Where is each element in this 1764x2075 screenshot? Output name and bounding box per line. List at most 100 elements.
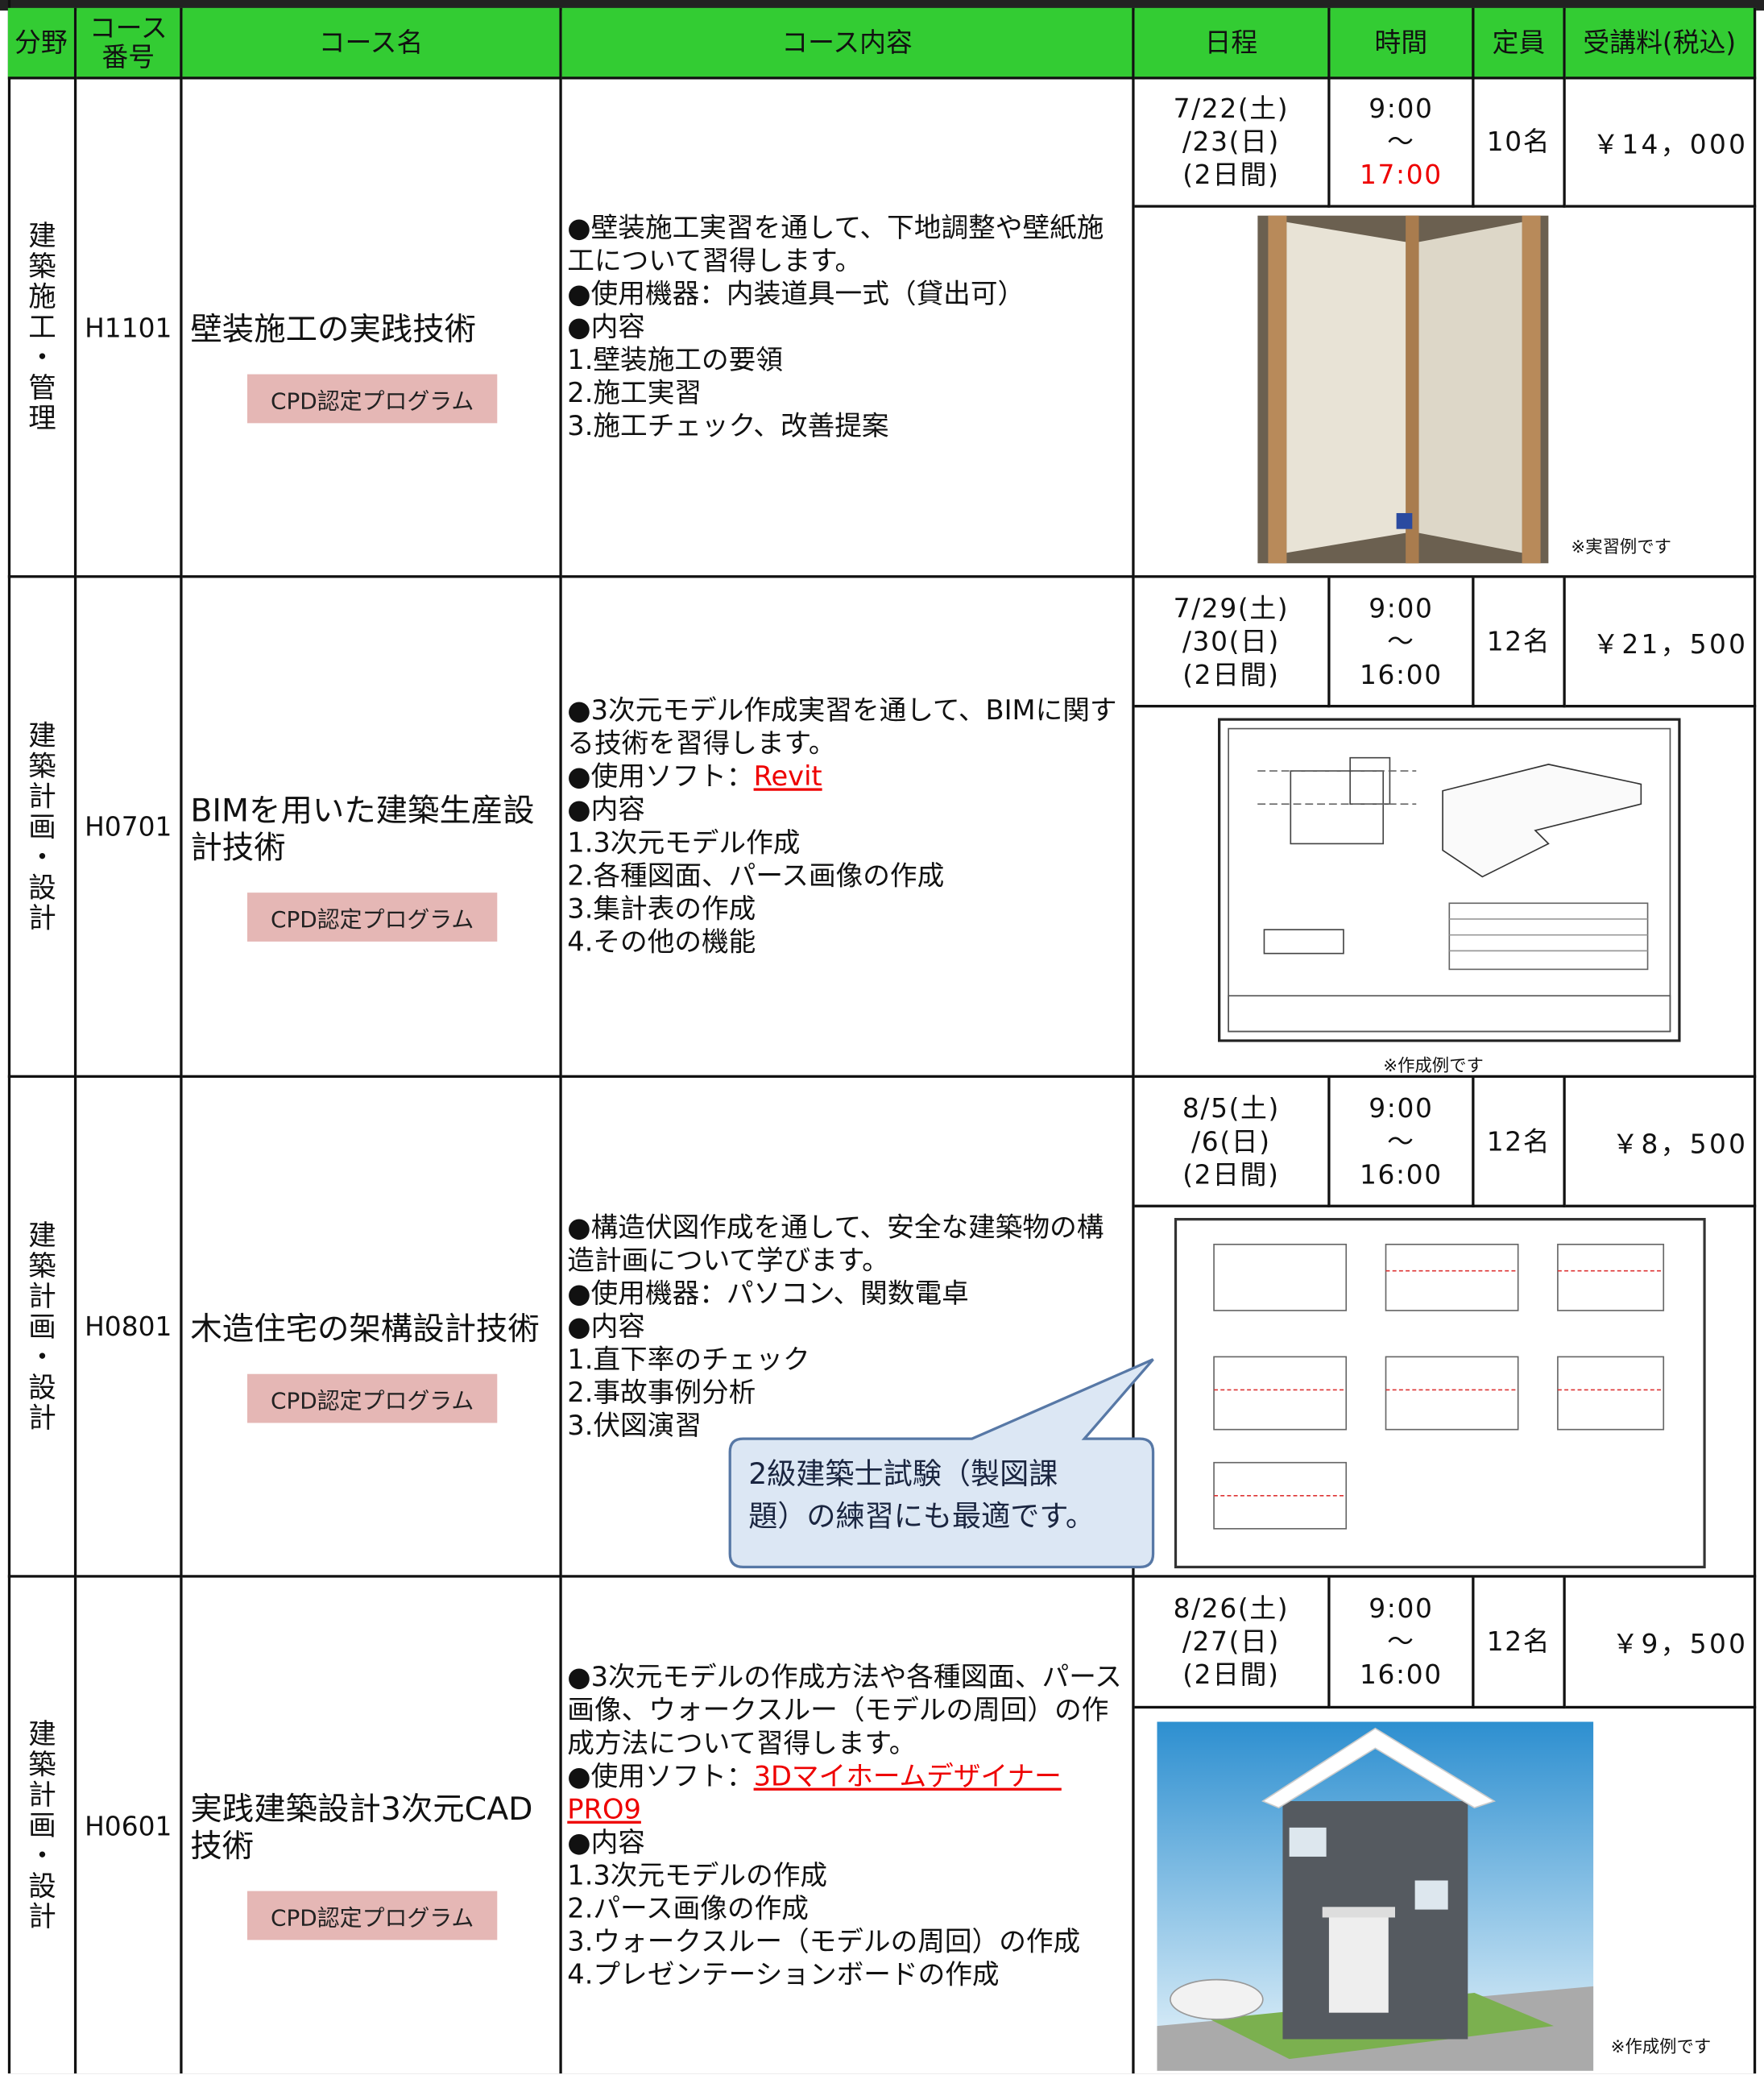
image-caption: ※作成例です (1383, 1056, 1484, 1077)
name-cell: 実践建築設計3次元CAD技術 CPD認定プログラム (183, 1577, 562, 2074)
wall-photo (1257, 215, 1549, 564)
date-line: 8/5(土) (1182, 1091, 1280, 1124)
content-line: ●3次元モデル作成実習を通して、BIMに関する技術を習得します。 (567, 694, 1117, 760)
header-cell: 日程 (1134, 7, 1331, 80)
content-line: ●構造伏図作成を通して、安全な建築物の構造計画について学びます。 (567, 1210, 1104, 1276)
fee-cell: ￥14，000 (1565, 79, 1757, 208)
content-line: 4.プレゼンテーションボードの作成 (567, 1957, 1000, 1990)
content-line: ●3次元モデルの作成方法や各種図面、パース画像、ウォークスルー（モデルの周回）の… (567, 1660, 1122, 1758)
image-cell (1134, 207, 1757, 578)
time-line: ～ (1387, 1625, 1415, 1658)
code-cell: H0801 (77, 1077, 183, 1578)
cpd-badge: CPD認定プログラム (246, 1891, 498, 1940)
top-border (0, 0, 1764, 11)
content-line: ●使用ソフト：Revit (567, 760, 1126, 793)
cpd-badge: CPD認定プログラム (246, 374, 498, 424)
image-cell (1135, 1708, 1757, 2074)
content-lines: ●壁装施工実習を通して、下地調整や壁紙施工について習得します。 ●使用機器：内装道… (567, 212, 1126, 443)
date-line: 7/22(土) (1173, 92, 1290, 125)
callout-bubble (728, 1358, 1155, 1569)
date-cell: 7/29(土)/30(日) (2日間) (1134, 578, 1331, 708)
content-line: ●使用機器：内装道具一式（貸出可） (567, 277, 1025, 310)
capacity-cell: 10名 (1474, 79, 1566, 208)
content-line: 2.パース画像の作成 (567, 1891, 809, 1924)
content-cell: ●構造伏図作成を通して、安全な建築物の構造計画について学びます。 ●使用機器：パソ… (561, 1077, 1135, 1578)
content-line: ●内容 (567, 793, 645, 826)
time-line: ～ (1387, 125, 1415, 158)
content-line: 2.各種図面、パース画像の作成 (567, 859, 945, 892)
course-name: 実践建築設計3次元CAD技術 (190, 1790, 533, 1865)
date-line: (2日間) (1182, 1158, 1280, 1190)
header-cell: 定員 (1474, 7, 1566, 80)
image-caption: ※実習例です (1571, 538, 1671, 558)
time-line: 9:00 (1369, 591, 1434, 624)
frame-drawing (1174, 1218, 1706, 1569)
content-line: ●内容 (567, 1310, 645, 1342)
time-cell: 9:00 ～ 16:00 (1330, 578, 1475, 708)
date-line: /30(日) (1182, 624, 1280, 657)
callout-text: 2級建築士試験（製図課 題）の練習にも最適です。 (748, 1455, 1145, 1539)
time-line: 16:00 (1359, 1158, 1443, 1190)
content-line: 1.直下率のチェック (567, 1343, 810, 1375)
capacity-cell: 12名 (1474, 578, 1566, 708)
header-cell: 受講料(税込) (1565, 7, 1757, 80)
header-cell: 時間 (1330, 7, 1475, 80)
time-line: 16:00 (1359, 657, 1443, 690)
content-line: 1.3次元モデルの作成 (567, 1858, 828, 1891)
time-line: ～ (1387, 1124, 1415, 1157)
image-cell (1134, 707, 1757, 1078)
fee-cell: ￥8，500 (1565, 1077, 1757, 1207)
content-line: 1.壁装施工の要領 (567, 343, 783, 376)
time-end: 17:00 (1359, 159, 1443, 191)
content-text: ●使用ソフト： (567, 760, 754, 793)
field-cell: 建築施工・管理 (7, 79, 77, 578)
content-cell: ●3次元モデル作成実習を通して、BIMに関する技術を習得します。 ●使用ソフト：R… (561, 578, 1135, 1078)
field-cell: 建築計画・設計 (8, 1577, 77, 2074)
cpd-badge: CPD認定プログラム (246, 1373, 498, 1423)
time-line: ～ (1387, 624, 1415, 657)
content-text: ●使用ソフト： (567, 1759, 754, 1791)
name-cell: 壁装施工の実践技術 CPD認定プログラム (182, 79, 562, 578)
field-cell: 建築計画・設計 (7, 1077, 77, 1578)
content-lines: ●3次元モデルの作成方法や各種図面、パース画像、ウォークスルー（モデルの周回）の… (567, 1660, 1126, 1990)
fee-cell: ￥9，500 (1565, 1577, 1757, 1709)
date-cell: 7/22(土)/23(日) (2日間) (1134, 79, 1331, 208)
cpd-badge: CPD認定プログラム (246, 892, 498, 942)
date-line: /6(日) (1191, 1124, 1271, 1157)
header-cell: 分野 (7, 7, 77, 80)
content-line: ●内容 (567, 1825, 645, 1858)
content-cell: ●3次元モデルの作成方法や各種図面、パース画像、ウォークスルー（モデルの周回）の… (562, 1577, 1135, 2074)
date-line: 8/26(土) (1173, 1592, 1290, 1625)
course-name: BIMを用いた建築生産設計技術 (190, 791, 535, 866)
code-cell: H1101 (77, 79, 183, 578)
time-line: 9:00 (1369, 1091, 1434, 1124)
image-caption: ※作成例です (1610, 2037, 1712, 2058)
date-line: (2日間) (1182, 1658, 1280, 1691)
bim-drawing (1218, 718, 1681, 1042)
content-cell: ●壁装施工実習を通して、下地調整や壁紙施工について習得します。 ●使用機器：内装道… (561, 79, 1135, 578)
content-line: ●使用機器：パソコン、関数電卓 (567, 1277, 969, 1309)
content-line: ●内容 (567, 310, 645, 343)
code-cell: H0701 (77, 578, 183, 1078)
name-cell: 木造住宅の架構設計技術 CPD認定プログラム (182, 1077, 562, 1578)
fee-cell: ￥21，500 (1565, 578, 1757, 708)
time-line: 9:00 (1369, 92, 1434, 125)
date-cell: 8/26(土)/27(日) (2日間) (1134, 1577, 1331, 1709)
content-line: ●使用ソフト：3Dマイホームデザイナー PRO9 (567, 1759, 1126, 1825)
field-cell: 建築計画・設計 (7, 578, 77, 1078)
content-line: 4.その他の機能 (567, 926, 756, 958)
house-render (1157, 1721, 1594, 2071)
content-lines: ●構造伏図作成を通して、安全な建築物の構造計画について学びます。 ●使用機器：パソ… (567, 1211, 1126, 1442)
time-cell: 9:00 ～ 16:00 (1330, 1077, 1475, 1207)
content-line: 1.3次元モデル作成 (567, 826, 801, 859)
date-line: (2日間) (1182, 159, 1280, 191)
time-line: 16:00 (1359, 1658, 1443, 1691)
course-name: 木造住宅の架構設計技術 (190, 1310, 540, 1348)
content-line: 2.事故事例分析 (567, 1376, 756, 1408)
left-border (7, 0, 11, 2074)
content-lines: ●3次元モデル作成実習を通して、BIMに関する技術を習得します。 ●使用ソフト：R… (567, 694, 1126, 959)
time-cell: 9:00 ～ 17:00 (1330, 79, 1475, 208)
image-cell (1134, 1207, 1757, 1578)
content-line: 3.施工チェック、改善提案 (567, 409, 889, 442)
